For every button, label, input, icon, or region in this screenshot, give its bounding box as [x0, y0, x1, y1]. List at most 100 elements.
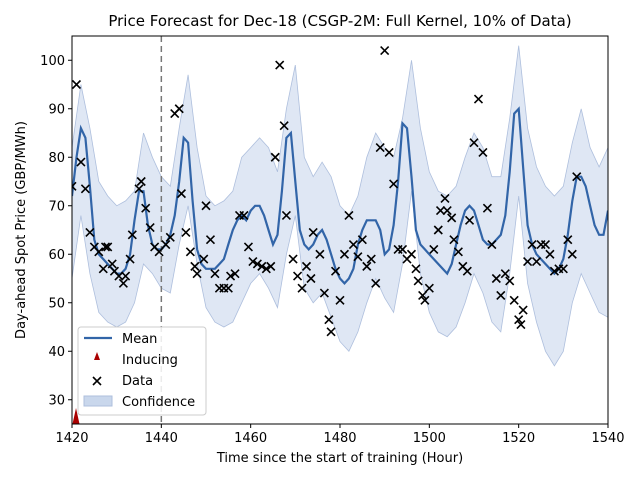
data-point: [500, 269, 510, 279]
x-axis-label: Time since the start of training (Hour): [216, 451, 463, 466]
data-point: [366, 254, 376, 264]
data-point: [362, 261, 372, 271]
data-point: [154, 247, 164, 257]
data-point: [545, 249, 555, 259]
data-point: [103, 242, 113, 252]
data-point: [257, 261, 267, 271]
chart-title: Price Forecast for Dec-18 (CSGP-2M: Full…: [108, 12, 571, 30]
data-point: [161, 239, 171, 250]
data-point: [487, 239, 497, 250]
data-point: [100, 242, 111, 252]
data-point: [85, 227, 95, 237]
data-point: [114, 271, 124, 281]
data-point: [563, 235, 573, 245]
data-point: [531, 256, 542, 267]
data-point: [447, 213, 457, 223]
data-point: [397, 244, 408, 254]
data-point: [514, 315, 524, 325]
data-point: [210, 269, 220, 279]
data-point: [125, 254, 135, 264]
data-point: [326, 327, 336, 337]
data-point: [357, 235, 367, 245]
data-point: [344, 210, 354, 221]
data-point: [496, 290, 506, 301]
data-point: [527, 239, 537, 250]
data-point: [330, 266, 341, 276]
data-point: [371, 278, 381, 288]
data-point: [518, 305, 528, 315]
data-point: [297, 283, 307, 293]
data-point: [453, 247, 463, 257]
y-tick-label: 100: [40, 54, 65, 69]
data-point: [348, 239, 358, 250]
data-point: [420, 295, 430, 305]
data-point: [449, 235, 459, 245]
data-point: [174, 104, 184, 114]
data-point: [266, 261, 276, 271]
data-point: [353, 252, 363, 262]
data-point: [482, 203, 492, 213]
data-point: [308, 227, 318, 237]
legend-inducing-swatch: [94, 352, 100, 360]
data-point: [76, 157, 86, 167]
data-point: [181, 227, 191, 237]
data-point: [293, 271, 303, 281]
data-point: [462, 266, 472, 276]
data-point: [509, 295, 519, 305]
data-point: [192, 269, 202, 279]
data-point: [107, 259, 117, 269]
data-point: [176, 189, 186, 199]
data-point: [239, 210, 249, 221]
data-point: [94, 247, 104, 257]
data-point: [270, 152, 280, 162]
y-tick-label: 30: [48, 393, 65, 408]
confidence-band: [72, 45, 608, 367]
data-point: [324, 315, 334, 325]
data-point: [127, 230, 137, 240]
x-tick-label: 1540: [591, 431, 624, 446]
legend: Mean Inducing Data Confidence: [77, 326, 207, 416]
data-point: [199, 254, 209, 264]
y-tick-label: 90: [48, 102, 65, 117]
data-point: [141, 203, 151, 213]
data-point: [433, 225, 443, 235]
data-point: [375, 142, 385, 153]
data-point: [134, 184, 144, 194]
data-point: [136, 176, 146, 187]
data-point: [72, 181, 77, 191]
data-point: [413, 276, 423, 286]
data-point: [567, 249, 577, 259]
y-tick-label: 50: [48, 296, 65, 311]
data-point: [505, 276, 515, 286]
data-point: [464, 215, 475, 225]
data-point: [145, 223, 155, 233]
y-axis: 30 40 50 60 70 80 90 100: [40, 54, 72, 408]
plot-area: [72, 36, 608, 424]
data-point: [429, 244, 439, 254]
data-point: [478, 147, 488, 157]
data-points: [72, 45, 582, 337]
data-point: [540, 239, 551, 250]
data-point: [549, 266, 559, 276]
data-point: [572, 172, 582, 182]
data-point: [201, 201, 211, 211]
data-point: [121, 271, 131, 281]
data-point: [418, 290, 428, 301]
x-tick-label: 1500: [413, 431, 446, 446]
data-point: [315, 249, 325, 259]
data-point: [306, 273, 316, 284]
data-point: [442, 206, 452, 216]
data-point: [223, 283, 233, 293]
data-point: [248, 256, 258, 267]
legend-confidence-label: Confidence: [122, 395, 195, 410]
legend-data-swatch: [92, 376, 102, 386]
data-point: [435, 206, 446, 216]
data-point: [252, 259, 262, 269]
data-point: [98, 264, 108, 274]
y-tick-label: 60: [48, 248, 65, 263]
data-point: [339, 249, 350, 259]
y-tick-label: 40: [48, 345, 65, 360]
y-tick-label: 80: [48, 151, 65, 166]
data-point: [523, 256, 533, 267]
data-point: [80, 184, 90, 194]
